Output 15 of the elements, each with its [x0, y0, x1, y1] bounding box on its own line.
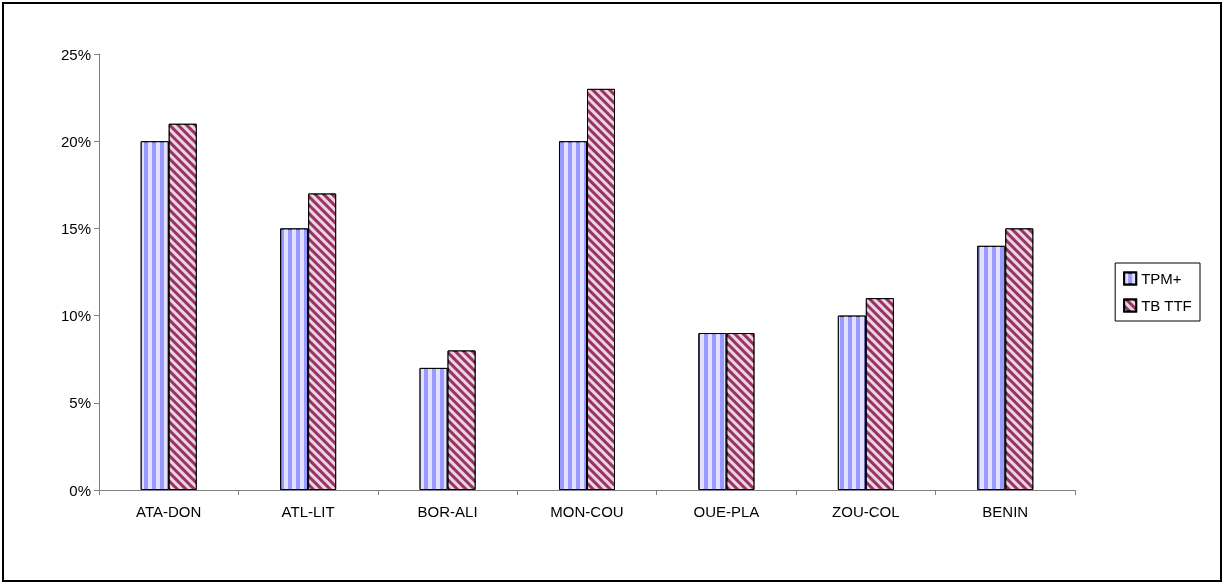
y-tick-label: 5% — [69, 394, 91, 412]
y-tick-label: 0% — [69, 481, 91, 499]
x-tick-label: MON-COU — [550, 503, 624, 520]
x-tick-label: ZOU-COL — [832, 503, 900, 520]
x-tick-label: ATL-LIT — [281, 503, 335, 520]
x-tick-label: OUE-PLA — [693, 503, 760, 520]
x-tick-label: BENIN — [982, 503, 1029, 520]
y-tick-label: 25% — [60, 45, 91, 63]
legend-label: TB TTF — [1141, 297, 1192, 314]
y-tick-label: 20% — [60, 132, 91, 150]
y-tick-label: 15% — [60, 219, 91, 237]
legend-label: TPM+ — [1141, 270, 1182, 287]
x-tick-label: ATA-DON — [136, 503, 202, 520]
y-tick-label: 10% — [60, 307, 91, 325]
x-tick-label: BOR-ALI — [417, 503, 478, 520]
